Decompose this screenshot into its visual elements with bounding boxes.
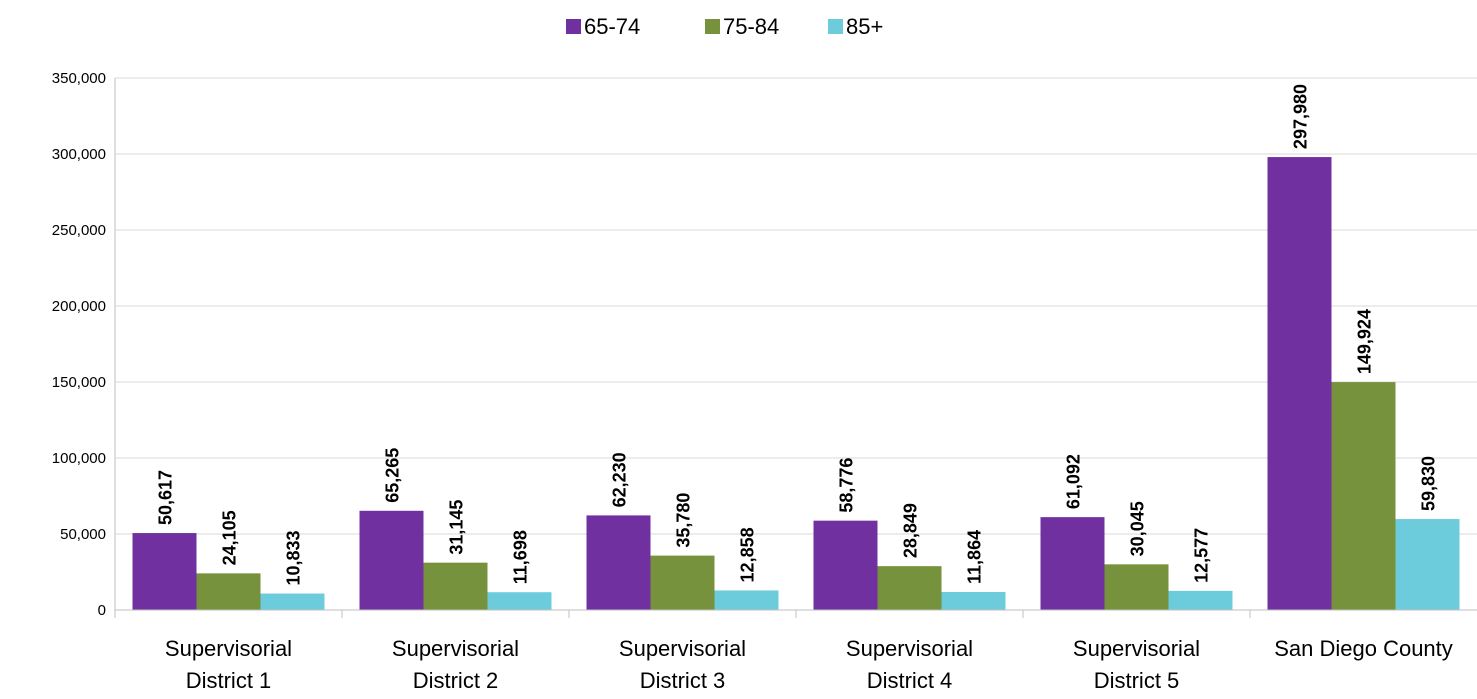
data-label: 10,833 [284, 530, 304, 585]
bar-85+ [714, 590, 779, 610]
bar-75-84 [1331, 382, 1396, 610]
y-tick-label: 350,000 [52, 70, 106, 87]
bar-85+ [260, 593, 325, 610]
data-label: 12,858 [738, 527, 758, 582]
gridlines [115, 77, 1477, 535]
x-category-label: Supervisorial [846, 636, 973, 661]
x-category-label: Supervisorial [619, 636, 746, 661]
bar-85+ [941, 591, 1006, 610]
y-axis: 0 50,000 100,000 150,000 200,000 250,000 300,0… [52, 70, 116, 619]
x-axis: Supervisorial District 1 Supervisorial Dist… [114, 609, 1477, 693]
legend-swatch-75-84 [705, 19, 720, 34]
data-label: 149,924 [1355, 309, 1375, 374]
data-label: 35,780 [674, 493, 694, 548]
data-label: 28,849 [901, 503, 921, 558]
data-label: 24,105 [220, 510, 240, 565]
bar-65-74 [813, 520, 878, 610]
y-tick-label: 100,000 [52, 450, 106, 467]
bar-85+ [487, 592, 552, 610]
legend-swatch-85+ [828, 19, 843, 34]
y-tick-label: 0 [98, 602, 106, 619]
data-label: 11,698 [511, 530, 531, 584]
x-category-label: District 3 [640, 668, 726, 693]
y-tick-label: 200,000 [52, 298, 106, 315]
legend-swatch-65-74 [566, 19, 581, 34]
bar-65-74 [132, 533, 197, 610]
bar-75-84 [1104, 564, 1169, 610]
x-category-label: District 1 [186, 668, 272, 693]
legend-label: 65-74 [584, 14, 640, 39]
legend: 65-74 75-84 85+ [566, 14, 883, 39]
data-label: 62,230 [610, 452, 630, 507]
x-category-label: Supervisorial [165, 636, 292, 661]
x-category-label: District 2 [413, 668, 499, 693]
bar-65-74 [586, 515, 651, 610]
data-label: 65,265 [383, 448, 403, 503]
data-label: 30,045 [1128, 501, 1148, 556]
bar-75-84 [423, 562, 488, 610]
data-label: 297,980 [1291, 84, 1311, 149]
bars: 50,617 24,105 10,833 65,265 31,145 11,698 62,2… [132, 84, 1460, 610]
y-tick-label: 50,000 [60, 526, 106, 543]
x-category-label: Supervisorial [392, 636, 519, 661]
bar-85+ [1395, 519, 1460, 610]
data-label: 50,617 [156, 470, 176, 525]
x-category-label: San Diego County [1274, 636, 1453, 661]
x-category-label: District 5 [1094, 668, 1180, 693]
bar-65-74 [1267, 157, 1332, 610]
y-tick-label: 150,000 [52, 374, 106, 391]
legend-label: 75-84 [723, 14, 779, 39]
bar-85+ [1168, 590, 1233, 610]
data-label: 11,864 [965, 530, 985, 584]
data-label: 59,830 [1419, 456, 1439, 511]
bar-75-84 [650, 555, 715, 610]
y-tick-label: 250,000 [52, 222, 106, 239]
data-label: 31,145 [447, 500, 467, 555]
x-category-label: Supervisorial [1073, 636, 1200, 661]
data-label: 58,776 [837, 458, 857, 513]
bar-75-84 [877, 566, 942, 610]
x-category-label: District 4 [867, 668, 953, 693]
data-label: 12,577 [1192, 528, 1212, 583]
bar-65-74 [1040, 517, 1105, 610]
bar-65-74 [359, 510, 424, 610]
bar-75-84 [196, 573, 261, 610]
y-tick-label: 300,000 [52, 146, 106, 163]
data-label: 61,092 [1064, 454, 1084, 509]
legend-label: 85+ [846, 14, 883, 39]
